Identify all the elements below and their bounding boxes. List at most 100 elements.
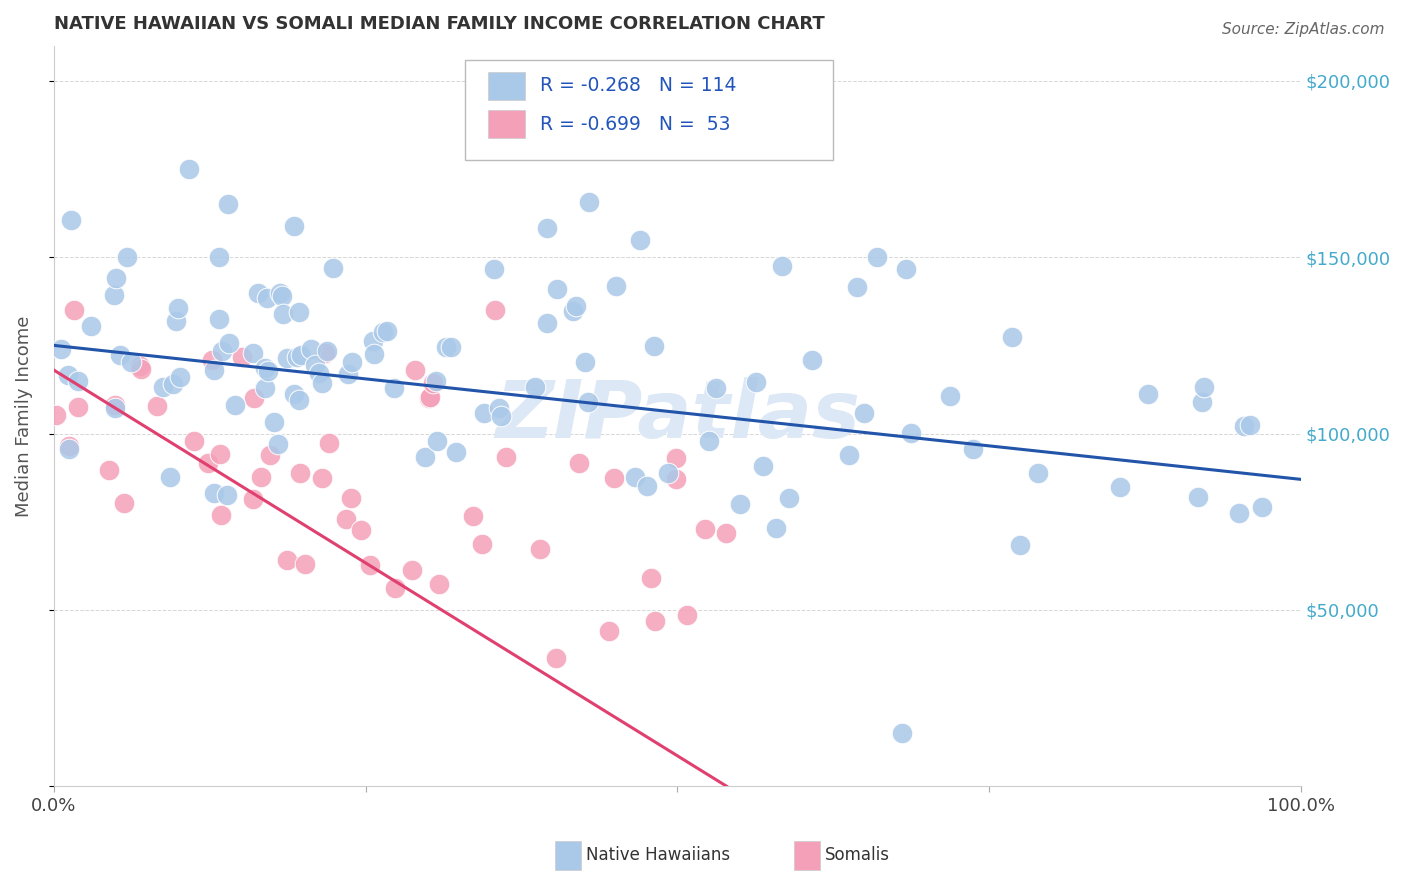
Point [314,346,336,360]
Point [208,447,231,461]
Point [183,434,205,449]
Point [896,262,918,277]
Point [224,398,246,412]
Point [697,434,720,448]
Point [202,486,225,500]
Point [425,374,447,388]
Point [103,288,125,302]
Point [177,162,200,177]
Point [524,380,547,394]
Point [644,339,666,353]
Point [51,342,73,356]
Point [290,348,312,362]
Point [529,541,551,556]
Point [900,425,922,440]
Point [1136,386,1159,401]
Point [97,463,120,477]
Point [208,250,231,264]
Point [67,400,90,414]
Point [58,442,80,456]
Point [890,726,912,740]
Point [301,342,323,356]
Point [484,303,506,318]
Point [1239,418,1261,433]
Point [60,213,83,227]
Point [472,406,495,420]
Point [419,390,441,404]
Point [401,563,423,577]
Point [440,340,463,354]
Point [704,381,727,395]
Point [271,307,294,321]
Point [162,377,184,392]
Point [866,250,889,264]
Point [253,361,276,376]
Point [426,434,449,448]
Point [129,361,152,376]
Point [104,398,127,412]
Point [853,406,876,420]
Point [104,401,127,415]
Point [544,650,567,665]
Point [461,508,484,523]
Point [104,271,127,285]
Point [1251,500,1274,515]
Point [250,470,273,484]
Point [120,355,142,369]
FancyBboxPatch shape [465,61,834,161]
Point [242,491,264,506]
Point [382,381,405,395]
Text: R = -0.699   N =  53: R = -0.699 N = 53 [540,115,731,134]
Point [247,285,270,300]
Point [350,523,373,537]
Point [536,316,558,330]
Point [562,304,585,318]
Point [45,408,67,422]
Point [404,362,426,376]
Point [304,358,326,372]
Point [1192,380,1215,394]
Point [657,466,679,480]
Point [640,571,662,585]
Point [209,508,232,522]
Point [288,393,311,408]
Point [778,491,800,506]
Text: Native Hawaiians: Native Hawaiians [586,847,731,864]
Point [283,219,305,233]
Point [413,450,436,464]
Point [80,319,103,334]
Point [434,340,457,354]
Point [665,472,688,486]
Point [422,376,444,390]
Point [283,387,305,401]
Point [578,194,600,209]
Point [167,301,190,315]
Point [269,286,291,301]
Point [316,343,339,358]
Point [375,324,398,338]
Point [730,497,752,511]
Point [215,488,238,502]
Point [605,278,627,293]
Point [276,553,298,567]
Point [201,353,224,368]
Point [765,521,787,535]
Point [276,351,298,365]
Point [359,558,381,572]
Point [574,354,596,368]
Point [962,442,984,456]
Point [939,389,962,403]
Point [335,512,357,526]
Point [1227,506,1250,520]
Point [361,334,384,348]
Point [427,577,450,591]
Point [644,614,666,628]
Point [603,470,626,484]
Point [363,347,385,361]
Point [58,439,80,453]
Point [846,280,869,294]
Point [208,312,231,326]
Point [1010,538,1032,552]
Point [288,305,311,319]
Point [598,624,620,639]
